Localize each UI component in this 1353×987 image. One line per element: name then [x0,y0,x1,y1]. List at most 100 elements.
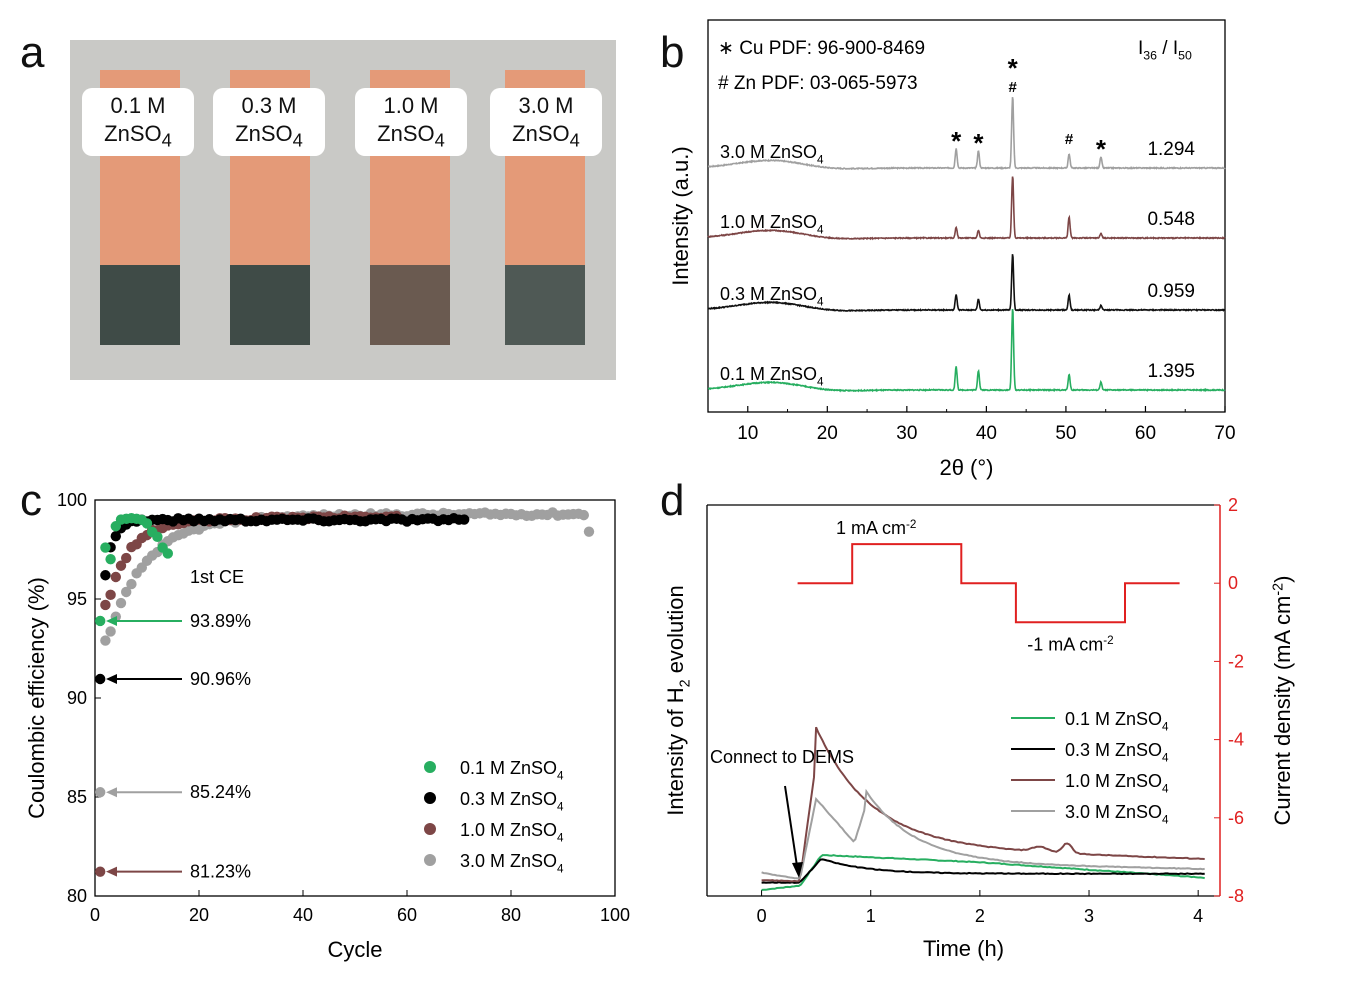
ce-data-point [100,635,111,646]
x-tick-label: 30 [896,423,917,444]
panel-label-b: b [660,28,685,77]
first-ce-label: 81.23% [190,862,251,882]
annotation-arrow [784,785,798,867]
arrow-head [792,862,803,878]
current-label-negative: -1 mA cm-2​ [1027,634,1113,654]
y-right-tick-label: 2 [1228,495,1238,515]
x-tick-label: 10 [737,423,758,444]
ce-data-point [162,548,173,559]
peak-marker: * [1096,134,1107,164]
peak-marker: * [1008,53,1019,83]
y-tick-label: 80 [67,886,87,906]
x-tick-label: 70 [1214,423,1235,444]
arrow-head [106,615,117,626]
ce-data-point [105,589,116,601]
ce-data-point [126,578,137,590]
legend-label: 0.1 M ZnSO4​ [460,758,564,782]
x-tick-label: 3 [1084,906,1094,926]
x-tick-label: 80 [501,905,521,925]
arrow-head [106,673,117,684]
series-label: 1.0 M ZnSO4​ [720,212,824,236]
y-axis-label: Intensity (a.u.) [668,146,693,285]
ce-data-point [141,518,153,529]
y-tick-label: 90 [67,688,87,708]
first-ce-label: 90.96% [190,669,251,689]
tag-species: ZnSO4 [377,121,445,151]
panel-label-a: a [20,28,45,77]
x-tick-label: 40 [976,423,997,444]
ratio-value: 1.395 [1147,361,1195,382]
tag-concentration: 1.0 M [383,93,439,118]
y-tick-label: 85 [67,787,87,807]
annotation-connect: Connect to DEMS [710,747,854,767]
ce-data-point [152,531,163,543]
ce-data-point [95,673,106,685]
ce-chart: 0 20 40 60 80 100 80 85 90 95 100 Cycle Coulombic ef… [24,490,630,962]
zinc-deposit [230,265,310,345]
y-left-axis-label: Intensity of H2​ evolution [663,585,694,816]
dems-chart: 0 1 2 3 4 Time (h) 2 0 -2 -4 -6 -8 Intensity of H2​ … [663,495,1295,961]
x-tick-label: 0 [757,906,767,926]
ce-data-point [115,560,127,571]
legend-label: 0.3 M ZnSO4​ [460,789,564,813]
ce-data-point [95,866,106,877]
ratio-value: 1.294 [1147,139,1195,160]
h2-series-line [761,726,1205,883]
x-axis-label: Cycle [327,937,382,962]
panel-label-c: c [20,476,42,525]
legend-note-zn: # Zn PDF: 03-065-5973 [718,73,918,94]
first-ce-label: 93.89% [190,611,251,631]
xrd-series-line [707,176,1226,241]
y-right-axis-label: Current density (mA cm-2​) [1270,576,1295,826]
x-tick-label: 50 [1055,423,1076,444]
x-tick-label: 20 [189,905,209,925]
x-tick-label: 40 [293,905,313,925]
tag-concentration: 0.3 M [241,93,297,118]
x-tick-label: 2 [975,906,985,926]
tag-concentration: 0.1 M [110,93,166,118]
y-right-tick-label: -8 [1228,886,1244,906]
ce-data-point [459,514,470,525]
ce-data-point [110,571,122,583]
legend-label: 0.3 M ZnSO4​ [1065,740,1169,764]
x-tick-label: 4 [1193,906,1203,926]
copper-foil-photo: 0.1 M ZnSO4 0.3 M ZnSO4 1.0 M ZnSO4 3.0 … [70,40,616,380]
legend-label: 1.0 M ZnSO4​ [1065,771,1169,795]
legend-label: 3.0 M ZnSO4​ [460,851,564,875]
ratio-value: 0.959 [1147,281,1195,302]
ce-data-point [105,553,116,565]
y-tick-label: 100 [57,490,87,510]
electrolyte-tag: 3.0 M ZnSO4 [490,88,602,156]
legend-label: 1.0 M ZnSO4​ [460,820,564,844]
y-right-tick-label: -4 [1228,730,1244,750]
annotation-1st-ce: 1st CE [190,567,244,587]
legend-note-cu: ∗ Cu PDF: 96-900-8469 [718,38,925,59]
x-tick-label: 0 [90,905,100,925]
xrd-series-line [707,254,1225,313]
ce-data-point [95,787,106,798]
x-tick-label: 60 [1135,423,1156,444]
x-tick-label: 100 [600,905,630,925]
y-right-tick-label: -6 [1228,808,1244,828]
legend-marker [424,761,436,773]
tag-species: ZnSO4 [512,121,580,151]
electrolyte-tag: 0.3 M ZnSO4 [213,88,325,156]
ce-data-point [100,542,111,553]
ratio-value: 0.548 [1147,209,1195,230]
ce-data-point [121,586,132,598]
ce-data-point [583,526,595,537]
xrd-series-line [707,308,1226,393]
h2-series-line [761,788,1205,880]
ce-data-point [115,597,127,609]
legend-marker [424,823,436,835]
x-tick-label: 20 [817,423,838,444]
series-label: 0.3 M ZnSO4​ [720,284,824,308]
zinc-deposit [370,265,450,345]
x-tick-label: 60 [397,905,417,925]
x-axis-label: 2θ (°) [939,455,993,480]
y-right-tick-label: -2 [1228,651,1244,671]
x-axis-label: Time (h) [923,936,1004,961]
xrd-chart: 10 20 30 40 50 60 70 2θ (°) Intensity (a.u.) ∗ Cu… [668,19,1236,480]
peak-marker: * [973,128,984,158]
legend-label: 3.0 M ZnSO4​ [1065,802,1169,826]
